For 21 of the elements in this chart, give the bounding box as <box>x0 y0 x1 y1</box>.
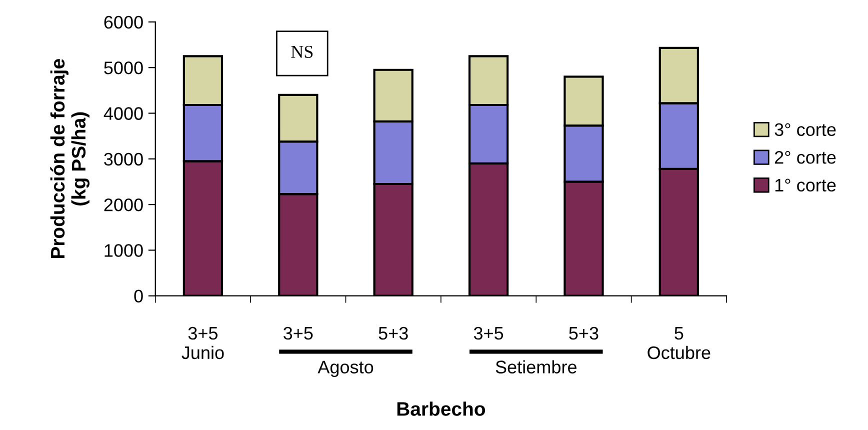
text: Agosto <box>318 360 374 378</box>
x-tick-label: 5 Octubre <box>648 327 710 360</box>
y-tick-label: 3000 <box>104 152 143 166</box>
y-tick-label: 0 <box>134 290 143 303</box>
x-tick-label: 3+5 <box>284 326 313 340</box>
legend-label: 1° corte <box>775 178 836 192</box>
x-tick-label: 3+5 <box>474 326 504 340</box>
annotation: NS <box>291 46 313 58</box>
legend-label: 3° corte <box>774 123 836 136</box>
x-tick-label: 5+3 <box>378 326 408 340</box>
x-tick-label: 5+3 <box>569 326 598 340</box>
text: Setiembre <box>496 360 576 374</box>
y-tick-label: 5000 <box>104 62 143 74</box>
y-axis-title: Producción de forraje (kg PS/ha) <box>50 59 90 258</box>
y-tick-label: 4000 <box>104 107 143 120</box>
x-axis-title: Barbecho <box>397 402 486 416</box>
x-tick-label: 3+5 Junio <box>182 326 224 360</box>
y-tick-label: 6000 <box>104 16 143 29</box>
y-tick-label: 1000 <box>104 244 143 257</box>
legend-label: 2° corte <box>774 150 836 164</box>
y-tick-label: 2000 <box>104 198 143 212</box>
